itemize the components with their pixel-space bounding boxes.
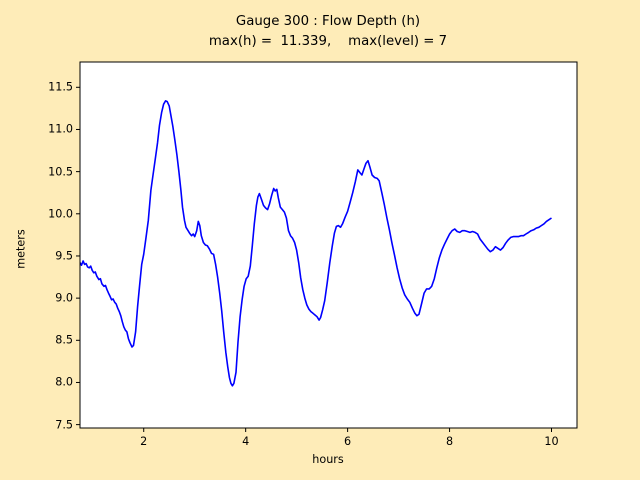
- y-axis-label: meters: [14, 229, 28, 269]
- axis-ticks: [76, 86, 553, 432]
- chart-title: Gauge 300 : Flow Depth (h): [235, 14, 421, 29]
- x-tick-label: 2: [140, 435, 148, 448]
- y-tick-label: 8.5: [55, 333, 73, 347]
- data-line-group: [80, 100, 552, 387]
- x-axis-label: hours: [312, 453, 344, 466]
- y-tick-label: 11.5: [48, 80, 73, 94]
- y-tick-label: 7.5: [55, 418, 73, 432]
- y-tick-label: 9.0: [55, 291, 73, 305]
- chart-subtitle: max(h) = 11.339, max(level) = 7: [208, 34, 448, 49]
- y-tick-label: 9.5: [55, 249, 73, 263]
- x-tick-label: 10: [544, 435, 559, 448]
- axes-frame: [79, 61, 578, 429]
- y-tick-label: 10.5: [48, 165, 73, 179]
- y-tick-label: 10.0: [48, 207, 73, 221]
- y-tick-label: 8.0: [55, 375, 73, 389]
- x-tick-label: 8: [446, 435, 454, 448]
- flow-depth-line: [80, 100, 552, 387]
- x-tick-label: 4: [242, 435, 250, 448]
- y-tick-label: 11.0: [48, 122, 73, 136]
- x-tick-label: 6: [344, 435, 352, 448]
- axes-background: [80, 62, 577, 428]
